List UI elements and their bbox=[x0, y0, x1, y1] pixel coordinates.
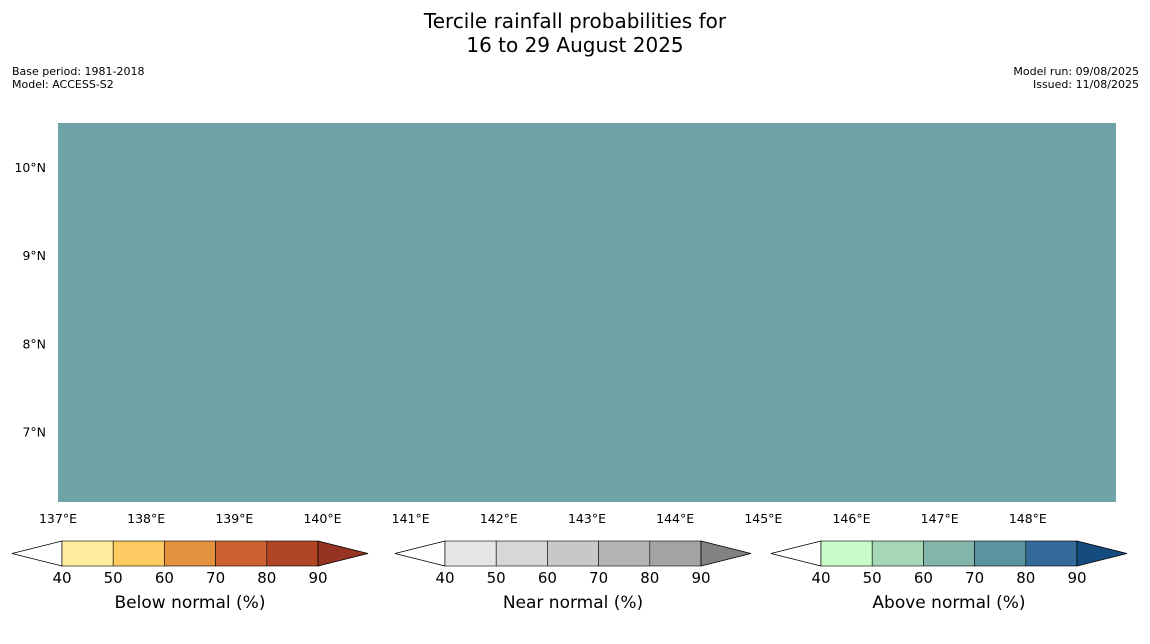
colorbar-tick-label: 50 bbox=[863, 569, 882, 587]
colorbar-tick-label: 70 bbox=[965, 569, 984, 587]
colorbar-tick-label: 80 bbox=[257, 569, 276, 587]
colorbar-extend-high bbox=[317, 540, 369, 567]
colorbar-segment bbox=[444, 540, 497, 567]
colorbar-tick-label: 90 bbox=[691, 569, 710, 587]
colorbar-segment bbox=[112, 540, 165, 567]
colorbar-label-above: Above normal (%) bbox=[872, 593, 1026, 613]
lon-tick-label: 145°E bbox=[744, 511, 782, 526]
region-above-70-80 bbox=[58, 123, 1116, 502]
title-line-1: Tercile rainfall probabilities for bbox=[423, 9, 727, 33]
lon-tick-label: 146°E bbox=[832, 511, 870, 526]
lat-tick-label: 9°N bbox=[22, 248, 46, 263]
colorbar-extend-low bbox=[394, 540, 446, 567]
lon-tick-label: 142°E bbox=[480, 511, 518, 526]
colorbar-tick-label: 80 bbox=[640, 569, 659, 587]
colorbar-tick-label: 70 bbox=[206, 569, 225, 587]
colorbar-2: 40 50 60 70 80 90 bbox=[770, 540, 1128, 587]
lon-tick-label: 138°E bbox=[127, 511, 165, 526]
base-period: Base period: 1981-2018 bbox=[12, 65, 145, 78]
lat-tick-label: 7°N bbox=[22, 424, 46, 439]
lon-tick-label: 148°E bbox=[1009, 511, 1047, 526]
colorbar-tick-label: 90 bbox=[1067, 569, 1086, 587]
colorbar-tick-label: 60 bbox=[538, 569, 557, 587]
colorbar-segment bbox=[215, 540, 268, 567]
colorbar-extend-high bbox=[700, 540, 752, 567]
colorbar-tick-label: 40 bbox=[435, 569, 454, 587]
colorbar-segment bbox=[974, 540, 1027, 567]
colorbar-tick-label: 90 bbox=[308, 569, 327, 587]
lon-tick-label: 144°E bbox=[656, 511, 694, 526]
colorbar-segment bbox=[266, 540, 319, 567]
colorbar-segment bbox=[61, 540, 114, 567]
colorbar-tick-label: 50 bbox=[487, 569, 506, 587]
lon-tick-label: 143°E bbox=[568, 511, 606, 526]
colorbar-tick-label: 70 bbox=[589, 569, 608, 587]
colorbar-tick-label: 60 bbox=[155, 569, 174, 587]
lon-tick-label: 139°E bbox=[215, 511, 253, 526]
colorbar-segment bbox=[871, 540, 924, 567]
colorbar-segment bbox=[820, 540, 873, 567]
colorbar-1: 40 50 60 70 80 90 bbox=[394, 540, 752, 587]
colorbar-tick-label: 60 bbox=[914, 569, 933, 587]
lon-tick-label: 147°E bbox=[921, 511, 959, 526]
colorbar-segment bbox=[598, 540, 651, 567]
model-run: Model run: 09/08/2025 bbox=[1013, 65, 1139, 78]
model-name: Model: ACCESS-S2 bbox=[12, 78, 114, 91]
issued-date: Issued: 11/08/2025 bbox=[1032, 78, 1139, 91]
title-line-2: 16 to 29 August 2025 bbox=[466, 33, 684, 57]
colorbar-extend-high bbox=[1076, 540, 1128, 567]
colorbar-tick-label: 80 bbox=[1016, 569, 1035, 587]
colorbar-segment bbox=[923, 540, 975, 567]
meta-right: Model run: 09/08/2025 Issued: 11/08/2025 bbox=[1013, 65, 1139, 91]
colorbar-segment bbox=[649, 540, 702, 567]
colorbar-0: 40 50 60 70 80 90 bbox=[11, 540, 369, 587]
colorbar-extend-low bbox=[770, 540, 822, 567]
colorbar-label-below: Below normal (%) bbox=[114, 593, 266, 613]
colorbar-extend-low bbox=[11, 540, 63, 567]
lon-tick-label: 141°E bbox=[392, 511, 430, 526]
colorbar-tick-label: 40 bbox=[52, 569, 71, 587]
meta-left: Base period: 1981-2018 Model: ACCESS-S2 bbox=[12, 65, 144, 91]
lon-tick-label: 137°E bbox=[39, 511, 77, 526]
colorbar-label-near: Near normal (%) bbox=[502, 593, 644, 613]
chart-title: Tercile rainfall probabilities for 16 to… bbox=[0, 9, 1150, 57]
colorbar-segment bbox=[164, 540, 216, 567]
lon-tick-label: 140°E bbox=[303, 511, 341, 526]
colorbar-tick-label: 40 bbox=[811, 569, 830, 587]
colorbar-segment bbox=[495, 540, 548, 567]
colorbar-tick-label: 50 bbox=[104, 569, 123, 587]
colorbar-segment bbox=[1025, 540, 1078, 567]
lat-tick-label: 10°N bbox=[14, 160, 46, 175]
colorbar-segment bbox=[547, 540, 599, 567]
lat-tick-label: 8°N bbox=[22, 336, 46, 351]
